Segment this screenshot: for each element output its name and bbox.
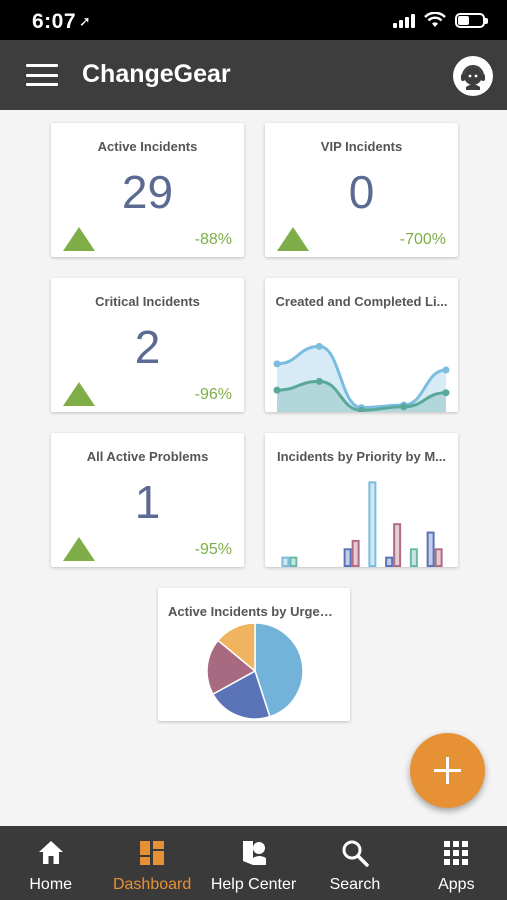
card-change: -96%	[194, 386, 232, 403]
bar-4-0	[368, 481, 377, 567]
card-change: -88%	[194, 231, 232, 248]
bar-3-2	[343, 548, 352, 567]
incidents-by-priority-card[interactable]: Incidents by Priority by M...	[265, 433, 458, 567]
status-time-text: 6:07	[32, 10, 77, 33]
card-value: 29	[121, 166, 174, 218]
support-agent-icon[interactable]	[453, 56, 493, 96]
app-header: ChangeGear	[0, 40, 507, 110]
card-value: 0	[348, 166, 375, 218]
card-change: -95%	[194, 541, 232, 558]
status-time: 6:07 ➚	[32, 10, 91, 34]
nav-label: Dashboard	[112, 876, 192, 893]
card-title: Critical Incidents	[95, 294, 200, 309]
home-icon	[38, 841, 63, 864]
app-title: ChangeGear	[82, 60, 231, 88]
hamburger-menu-icon[interactable]	[26, 64, 58, 86]
status-bar: 6:07 ➚	[0, 0, 507, 40]
nav-search[interactable]: Search	[304, 826, 405, 900]
bar-5-2	[385, 556, 394, 567]
nav-label: Home	[29, 876, 73, 893]
trend-up-icon	[63, 382, 95, 406]
trend-up-icon	[63, 537, 95, 561]
search-icon	[342, 840, 369, 867]
incidents-by-priority-chart	[281, 481, 443, 567]
active-incidents-card[interactable]: Active Incidents 29 -88%	[51, 123, 244, 257]
incidents-by-urgency-card[interactable]: Active Incidents by Urgency	[158, 588, 350, 721]
bar-6-1	[409, 548, 418, 567]
area-point-1-4	[442, 389, 450, 397]
bar-5-3	[393, 523, 402, 567]
pie-slice-3	[216, 622, 256, 673]
bar-7-3	[434, 548, 443, 567]
all-active-problems-card[interactable]: All Active Problems 1 -95%	[51, 433, 244, 567]
dashboard-icon	[140, 841, 165, 865]
pie-slice-2	[206, 639, 257, 696]
created-completed-card[interactable]: Created and Completed Li...	[265, 278, 458, 412]
nav-dashboard[interactable]: Dashboard	[101, 826, 202, 900]
card-title: VIP Incidents	[320, 139, 403, 154]
created-completed-chart	[273, 342, 450, 412]
cellular-signal-icon	[393, 14, 415, 28]
area-series-0-fill	[277, 346, 446, 412]
help-center-icon	[242, 841, 266, 865]
bar-3-3	[351, 539, 360, 567]
battery-icon	[455, 13, 488, 28]
nav-label: Search	[329, 876, 381, 893]
critical-incidents-card[interactable]: Critical Incidents 2 -96%	[51, 278, 244, 412]
incidents-by-urgency-chart	[206, 622, 304, 720]
add-button[interactable]	[410, 733, 485, 808]
trend-up-icon	[277, 227, 309, 251]
card-value: 1	[134, 476, 161, 528]
bar-0-0	[281, 556, 290, 567]
plus-icon	[434, 757, 461, 784]
bar-0-1	[289, 556, 298, 567]
wifi-icon	[424, 12, 446, 27]
area-point-1-2	[358, 406, 365, 412]
nav-help-center[interactable]: Help Center	[203, 826, 304, 900]
bar-7-2	[426, 531, 435, 567]
apps-grid-icon	[444, 841, 469, 865]
status-icons	[393, 12, 488, 28]
area-point-1-3	[400, 403, 408, 411]
nav-label: Apps	[438, 876, 475, 893]
pie-slice-0	[254, 622, 304, 718]
location-arrow-icon: ➚	[79, 13, 92, 29]
vip-incidents-card[interactable]: VIP Incidents 0 -700%	[265, 123, 458, 257]
area-point-1-0	[273, 386, 281, 394]
bottom-nav: Home Dashboard Help Center Search Ap	[0, 826, 507, 900]
card-title: All Active Problems	[86, 449, 209, 464]
area-point-0-0	[273, 360, 281, 368]
area-series-1-fill	[277, 381, 446, 412]
area-point-1-1	[315, 377, 323, 385]
nav-label: Help Center	[210, 876, 297, 893]
area-point-0-1	[315, 342, 323, 350]
card-value: 2	[134, 321, 161, 373]
nav-home[interactable]: Home	[0, 826, 101, 900]
area-point-0-4	[442, 366, 450, 374]
nav-apps[interactable]: Apps	[406, 826, 507, 900]
card-title: Active Incidents	[97, 139, 198, 154]
card-change: -700%	[399, 231, 446, 248]
trend-up-icon	[63, 227, 95, 251]
pie-slice-1	[211, 669, 271, 720]
